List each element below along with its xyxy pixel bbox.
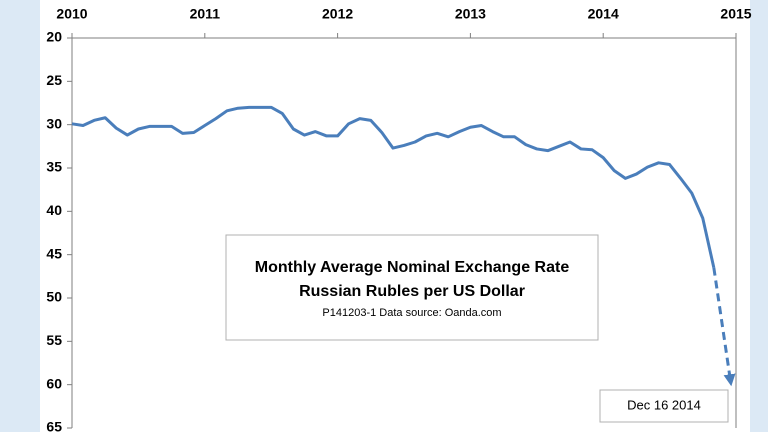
y-tick-label: 55 bbox=[46, 332, 62, 348]
y-tick-label: 25 bbox=[46, 72, 62, 88]
x-tick-label: 2010 bbox=[56, 6, 87, 22]
annotation: Dec 16 2014 bbox=[627, 397, 701, 412]
chart-background bbox=[40, 0, 750, 432]
y-tick-label: 35 bbox=[46, 159, 62, 175]
y-tick-label: 65 bbox=[46, 419, 62, 432]
y-tick-label: 60 bbox=[46, 375, 62, 391]
chart-title: Monthly Average Nominal Exchange Rate bbox=[255, 259, 570, 276]
x-tick-label: 2014 bbox=[588, 6, 619, 22]
y-tick-label: 40 bbox=[46, 202, 62, 218]
y-tick-label: 45 bbox=[46, 245, 62, 261]
annotation-box bbox=[599, 389, 729, 423]
data-line bbox=[712, 267, 736, 387]
title-box bbox=[225, 234, 599, 341]
source-note: P141203-1 Data source: Oanda.com bbox=[322, 307, 501, 319]
y-tick-label: 50 bbox=[46, 289, 62, 305]
y-tick-label: 20 bbox=[46, 29, 62, 45]
x-tick-label: 2011 bbox=[190, 6, 221, 22]
x-tick-label: 2015 bbox=[720, 6, 751, 22]
data-line bbox=[71, 105, 716, 268]
y-tick-label: 30 bbox=[46, 115, 62, 131]
chart-subtitle: Russian Rubles per US Dollar bbox=[299, 283, 525, 300]
x-tick-label: 2013 bbox=[455, 6, 486, 22]
x-tick-label: 2012 bbox=[322, 6, 353, 22]
